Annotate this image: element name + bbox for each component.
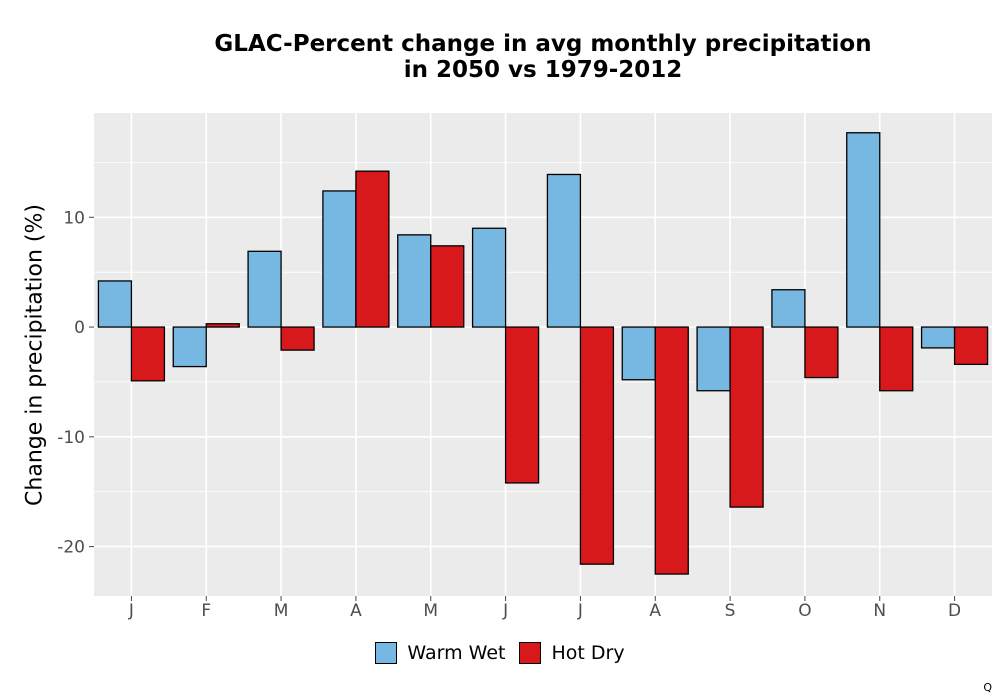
x-tick-label: A — [649, 601, 661, 621]
x-tick-label: J — [502, 601, 508, 621]
plot-panel — [94, 113, 992, 596]
y-tick-label: -20 — [57, 538, 85, 558]
bar-hot-dry — [579, 326, 615, 565]
bar-warm-wet — [172, 326, 207, 368]
x-tick-label: D — [948, 601, 961, 621]
bar-warm-wet — [621, 326, 656, 381]
chart-title-line-2: in 2050 vs 1979-2012 — [403, 57, 683, 83]
x-tick-label: J — [128, 601, 134, 621]
chart-title: GLAC-Percent change in avg monthly preci… — [94, 31, 992, 83]
bar-warm-wet — [471, 227, 507, 328]
legend-swatch-warm-wet — [375, 642, 398, 664]
bar-hot-dry — [205, 323, 240, 328]
bar-hot-dry — [430, 245, 465, 328]
bar-warm-wet — [696, 326, 731, 392]
bar-hot-dry — [879, 326, 914, 392]
y-tick-label: 10 — [63, 208, 85, 228]
bar-warm-wet — [247, 250, 282, 328]
x-tick-label: N — [873, 601, 886, 621]
bar-warm-wet — [397, 234, 432, 328]
chart-title-line-1: GLAC-Percent change in avg monthly preci… — [214, 31, 872, 57]
x-tick-label: A — [350, 601, 362, 621]
bar-hot-dry — [654, 326, 689, 575]
bar-warm-wet — [846, 132, 881, 328]
legend-item-warm-wet: Warm Wet — [375, 642, 505, 664]
bar-hot-dry — [953, 326, 989, 366]
legend-label-hot-dry: Hot Dry — [551, 642, 625, 664]
bar-warm-wet — [322, 190, 357, 328]
bar-warm-wet — [546, 173, 582, 328]
y-tick-label: 0 — [74, 318, 85, 338]
bar-hot-dry — [130, 326, 166, 382]
legend: Warm Wet Hot Dry — [0, 642, 1000, 664]
bar-hot-dry — [355, 170, 390, 328]
bar-warm-wet — [97, 280, 133, 328]
legend-item-hot-dry: Hot Dry — [519, 642, 625, 664]
x-tick-label: J — [577, 601, 583, 621]
bar-hot-dry — [729, 326, 764, 508]
bar-hot-dry — [504, 326, 540, 484]
bar-hot-dry — [280, 326, 315, 351]
x-tick-label: S — [725, 601, 736, 621]
y-tick-label: -10 — [57, 428, 85, 448]
x-tick-label: O — [798, 601, 811, 621]
x-tick-label: M — [274, 601, 289, 621]
corner-mark: Q — [983, 681, 992, 694]
legend-label-warm-wet: Warm Wet — [407, 642, 506, 664]
bar-warm-wet — [771, 289, 806, 328]
x-tick-label: F — [201, 601, 211, 621]
legend-swatch-hot-dry — [519, 642, 542, 664]
x-tick-label: M — [423, 601, 438, 621]
bar-hot-dry — [804, 326, 839, 379]
bar-warm-wet — [920, 326, 956, 349]
